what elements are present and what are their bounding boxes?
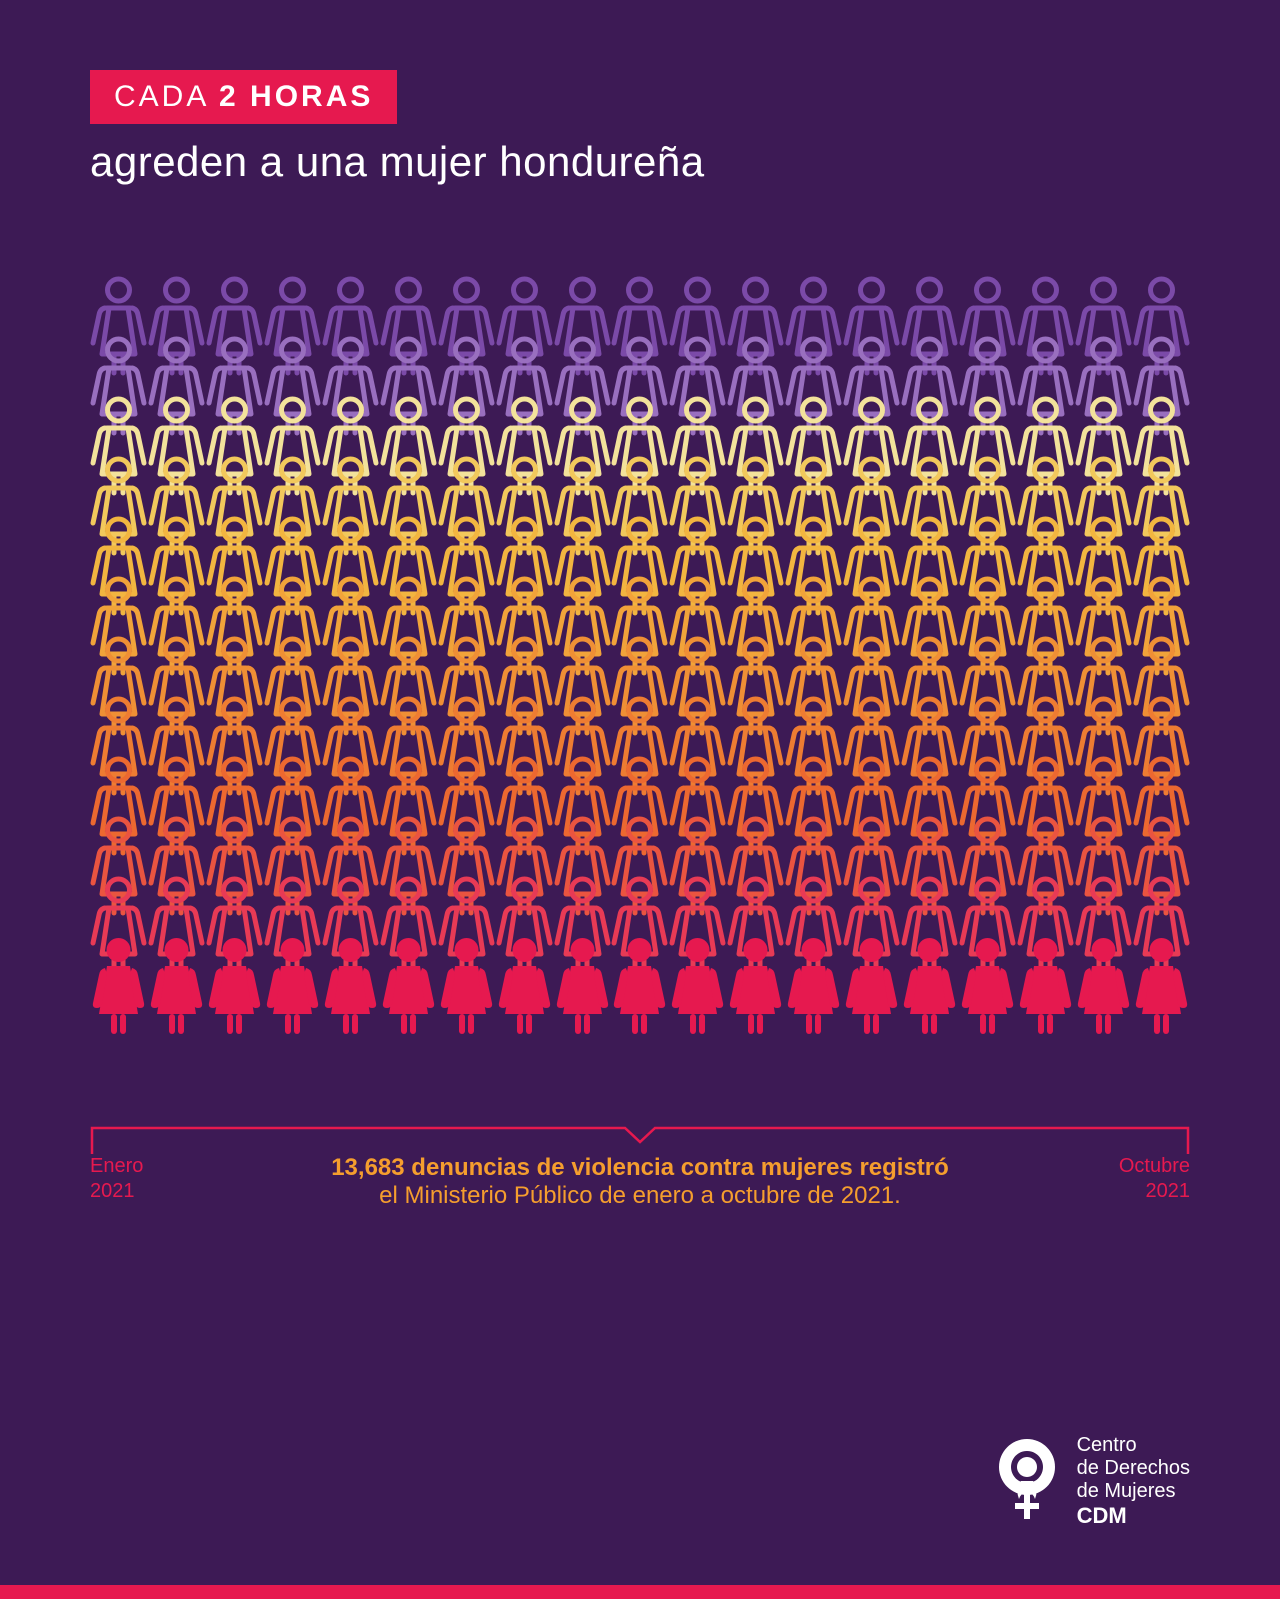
woman-icon <box>669 936 726 1036</box>
woman-icon <box>322 936 379 1036</box>
woman-icon <box>1017 936 1074 1036</box>
badge-prefix: CADA <box>114 80 219 113</box>
woman-icon <box>206 936 263 1036</box>
caption-main: 13,683 denuncias de violencia contra muj… <box>200 1154 1080 1182</box>
caption-sub: el Ministerio Público de enero a octubre… <box>200 1182 1080 1210</box>
woman-icon <box>843 936 900 1036</box>
timeline: Enero 2021 13,683 denuncias de violencia… <box>90 1126 1190 1246</box>
woman-icon <box>1133 936 1190 1036</box>
timeline-end-date: Octubre 2021 <box>1100 1154 1190 1204</box>
logo-text: Centro de Derechos de Mujeres CDM <box>1077 1434 1190 1529</box>
woman-icon <box>264 936 321 1036</box>
woman-icon <box>90 936 147 1036</box>
cdm-logo-icon <box>991 1437 1063 1527</box>
woman-icon <box>1075 936 1132 1036</box>
timeline-caption: 13,683 denuncias de violencia contra muj… <box>180 1154 1100 1210</box>
woman-icon <box>611 936 668 1036</box>
woman-icon <box>901 936 958 1036</box>
woman-icon <box>496 936 553 1036</box>
header-subtitle: agreden a una mujer hondureña <box>90 138 1190 186</box>
bottom-accent-bar <box>0 1585 1280 1599</box>
woman-icon <box>148 936 205 1036</box>
woman-icon <box>785 936 842 1036</box>
pictogram-grid <box>90 276 1190 1036</box>
pictogram-row <box>90 936 1190 1036</box>
woman-icon <box>554 936 611 1036</box>
header-badge: CADA 2 HORAS <box>90 70 397 124</box>
woman-icon <box>380 936 437 1036</box>
woman-icon <box>727 936 784 1036</box>
woman-icon <box>438 936 495 1036</box>
badge-bold: 2 HORAS <box>219 80 373 113</box>
woman-icon <box>959 936 1016 1036</box>
timeline-start-date: Enero 2021 <box>90 1154 180 1204</box>
timeline-bracket-icon <box>90 1126 1190 1156</box>
org-logo: Centro de Derechos de Mujeres CDM <box>991 1434 1190 1529</box>
